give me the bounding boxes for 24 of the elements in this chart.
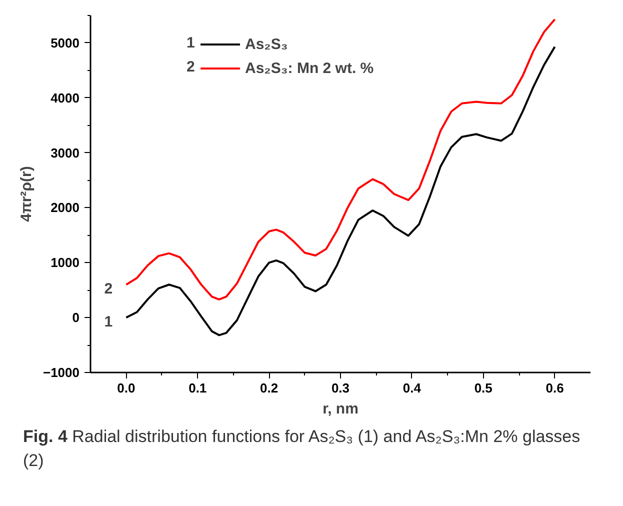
x-tick-label: 0.6 <box>546 380 564 396</box>
y-tick-label: 5000 <box>50 35 80 50</box>
x-tick-label: 0.5 <box>474 380 492 396</box>
y-axis-title: 4πr²ρ(r) <box>18 166 35 222</box>
x-axis-title: r, nm <box>322 400 358 418</box>
annotation: 2 <box>104 280 113 298</box>
y-tick-label: 4000 <box>50 90 80 106</box>
x-tick-label: 0.2 <box>260 380 278 396</box>
x-tick-label: 0.3 <box>331 380 350 396</box>
text: Fig. 4 Radial distribution functions for As₂S₃ (1) and As₂S₃:Mn 2% glasses (2) <box>23 427 580 470</box>
y-tick-label: 1000 <box>50 255 80 270</box>
annotation: 1 <box>104 314 113 331</box>
legend-label: As₂S₃: Mn 2 wt. % <box>245 60 374 76</box>
y-tick-label: 3000 <box>50 145 80 160</box>
text: 2 <box>186 58 195 76</box>
x-tick-label: 0.0 <box>117 380 136 396</box>
x-tick-label: 0.1 <box>188 380 207 396</box>
text: 1 <box>186 34 195 52</box>
y-tick-label: 0 <box>72 310 80 326</box>
legend-label: As₂S₃ <box>245 36 288 52</box>
y-tick-label: 2000 <box>50 200 80 216</box>
y-tick-label: −1000 <box>42 365 80 380</box>
x-tick-label: 0.4 <box>402 380 422 396</box>
line-series <box>125 18 556 300</box>
